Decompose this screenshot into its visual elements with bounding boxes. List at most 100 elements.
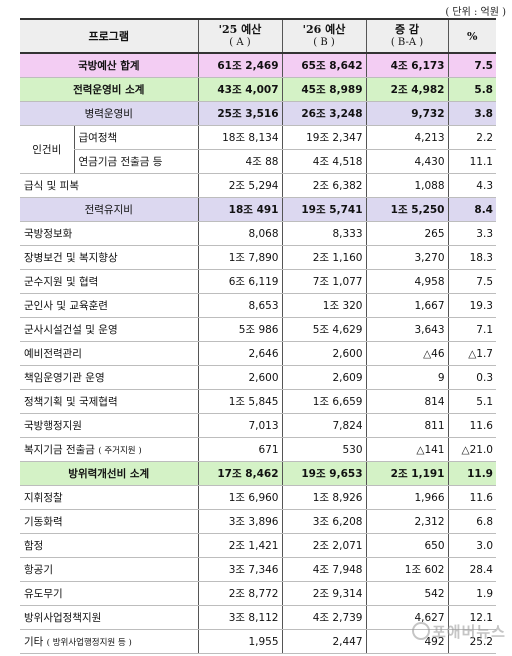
cell-b: 2,600 bbox=[281, 341, 366, 366]
header-change: 증 감( B-A ) bbox=[365, 18, 448, 54]
table-row: 병력운영비 25조 3,516 26조 3,248 9,732 3.8 bbox=[20, 101, 496, 126]
cell-c: 265 bbox=[365, 221, 448, 246]
cell-b: 2조 9,314 bbox=[281, 581, 366, 606]
cell-c: 814 bbox=[365, 389, 448, 414]
row-name: 군수지원 및 협력 bbox=[20, 269, 198, 294]
cell-p: 0.3 bbox=[447, 365, 496, 390]
cell-a: 18조 8,134 bbox=[197, 125, 282, 150]
table-row: 군사시설건설 및 운영 5조 986 5조 4,629 3,643 7.1 bbox=[20, 317, 496, 342]
cell-p: 7.5 bbox=[447, 53, 496, 78]
cell-a: 3조 3,896 bbox=[197, 509, 282, 534]
cell-a: 2,646 bbox=[197, 341, 282, 366]
table-row: 책임운영기관 운영 2,600 2,609 9 0.3 bbox=[20, 365, 496, 390]
cell-a: 2조 1,421 bbox=[197, 533, 282, 558]
cell-c: 542 bbox=[365, 581, 448, 606]
row-name: 군인사 및 교육훈련 bbox=[20, 293, 198, 318]
cell-p: 25.2 bbox=[447, 629, 496, 654]
cell-p: 1.9 bbox=[447, 581, 496, 606]
row-name: 책임운영기관 운영 bbox=[20, 365, 198, 390]
cell-b: 7,824 bbox=[281, 413, 366, 438]
header-percent: % bbox=[447, 18, 496, 54]
cell-c: 4,213 bbox=[365, 125, 448, 150]
cell-c: 3,643 bbox=[365, 317, 448, 342]
cell-a: 3조 8,112 bbox=[197, 605, 282, 630]
table-row: 인건비 급여정책 18조 8,134 19조 2,347 4,213 2.2 bbox=[20, 125, 496, 174]
cell-c: 4,430 bbox=[365, 149, 448, 174]
cell-p: 5.1 bbox=[447, 389, 496, 414]
cell-c: 4,958 bbox=[365, 269, 448, 294]
cell-b: 4조 2,739 bbox=[281, 605, 366, 630]
cell-c: 650 bbox=[365, 533, 448, 558]
table-row: 전력유지비 18조 491 19조 5,741 1조 5,250 8.4 bbox=[20, 197, 496, 222]
cell-p: △1.7 bbox=[447, 341, 496, 366]
cell-b: 5조 4,629 bbox=[281, 317, 366, 342]
cell-p: 11.6 bbox=[447, 413, 496, 438]
row-name: 함정 bbox=[20, 533, 198, 558]
cell-c: △141 bbox=[365, 437, 448, 462]
cell-b: 2,447 bbox=[281, 629, 366, 654]
row-name: 급여정책 bbox=[73, 125, 198, 150]
row-name: 기타 ( 방위사업행정지원 등 ) bbox=[20, 629, 198, 654]
cell-a: 43조 4,007 bbox=[197, 77, 282, 102]
row-name: 장병보건 및 복지향상 bbox=[20, 245, 198, 270]
cell-b: 1조 8,926 bbox=[281, 485, 366, 510]
cell-a: 7,013 bbox=[197, 413, 282, 438]
cell-b: 2조 1,160 bbox=[281, 245, 366, 270]
row-name: 기동화력 bbox=[20, 509, 198, 534]
cell-a: 1,955 bbox=[197, 629, 282, 654]
table-row: 정책기획 및 국제협력 1조 5,845 1조 6,659 814 5.1 bbox=[20, 389, 496, 414]
cell-p: 4.3 bbox=[447, 173, 496, 198]
cell-p: 28.4 bbox=[447, 557, 496, 582]
cell-p: 5.8 bbox=[447, 77, 496, 102]
row-name: 병력운영비 bbox=[20, 101, 198, 126]
cell-c: 9,732 bbox=[365, 101, 448, 126]
table-row: 군인사 및 교육훈련 8,653 1조 320 1,667 19.3 bbox=[20, 293, 496, 318]
cell-p: 7.5 bbox=[447, 269, 496, 294]
cell-c: △46 bbox=[365, 341, 448, 366]
cell-p: 11.6 bbox=[447, 485, 496, 510]
cell-p: 11.9 bbox=[447, 461, 496, 486]
cell-c: 2,312 bbox=[365, 509, 448, 534]
cell-c: 3,270 bbox=[365, 245, 448, 270]
cell-c: 4,627 bbox=[365, 605, 448, 630]
cell-c: 811 bbox=[365, 413, 448, 438]
cell-b: 2조 6,382 bbox=[281, 173, 366, 198]
cell-a: 5조 986 bbox=[197, 317, 282, 342]
table-row: 군수지원 및 협력 6조 6,119 7조 1,077 4,958 7.5 bbox=[20, 269, 496, 294]
cell-a: 25조 3,516 bbox=[197, 101, 282, 126]
row-name: 급식 및 피복 bbox=[20, 173, 198, 198]
watermark-icon bbox=[411, 622, 430, 640]
cell-b: 530 bbox=[281, 437, 366, 462]
header-program: 프로그램 bbox=[20, 18, 198, 54]
cell-p: 6.8 bbox=[447, 509, 496, 534]
cell-p: △21.0 bbox=[447, 437, 496, 462]
cell-p: 19.3 bbox=[447, 293, 496, 318]
cell-c: 1,667 bbox=[365, 293, 448, 318]
cell-a: 2조 8,772 bbox=[197, 581, 282, 606]
cell-c: 2조 4,982 bbox=[365, 77, 448, 102]
row-name: 항공기 bbox=[20, 557, 198, 582]
cell-b: 1조 320 bbox=[281, 293, 366, 318]
cell-a: 8,653 bbox=[197, 293, 282, 318]
cell-a: 8,068 bbox=[197, 221, 282, 246]
cell-c: 492 bbox=[365, 629, 448, 654]
row-name: 국방정보화 bbox=[20, 221, 198, 246]
row-name: 정책기획 및 국제협력 bbox=[20, 389, 198, 414]
cell-p: 8.4 bbox=[447, 197, 496, 222]
cell-b: 65조 8,642 bbox=[281, 53, 366, 78]
table-row: 전력운영비 소계 43조 4,007 45조 8,989 2조 4,982 5.8 bbox=[20, 77, 496, 102]
row-name: 유도무기 bbox=[20, 581, 198, 606]
cell-b: 7조 1,077 bbox=[281, 269, 366, 294]
cell-p: 11.1 bbox=[447, 149, 496, 174]
row-name: 복지기금 전출금 ( 주거지원 ) bbox=[20, 437, 198, 462]
cell-c: 1조 5,250 bbox=[365, 197, 448, 222]
cell-a: 4조 88 bbox=[197, 149, 282, 174]
unit-label: ( 단위 : 억원 ) bbox=[445, 7, 506, 18]
table-row: 지휘정찰 1조 6,960 1조 8,926 1,966 11.6 bbox=[20, 485, 496, 510]
cell-b: 8,333 bbox=[281, 221, 366, 246]
cell-a: 6조 6,119 bbox=[197, 269, 282, 294]
row-name: 국방예산 합계 bbox=[20, 53, 198, 78]
table-row: 유도무기 2조 8,772 2조 9,314 542 1.9 bbox=[20, 581, 496, 606]
row-note: ( 방위사업행정지원 등 ) bbox=[46, 638, 132, 648]
cell-b: 19조 9,653 bbox=[281, 461, 366, 486]
